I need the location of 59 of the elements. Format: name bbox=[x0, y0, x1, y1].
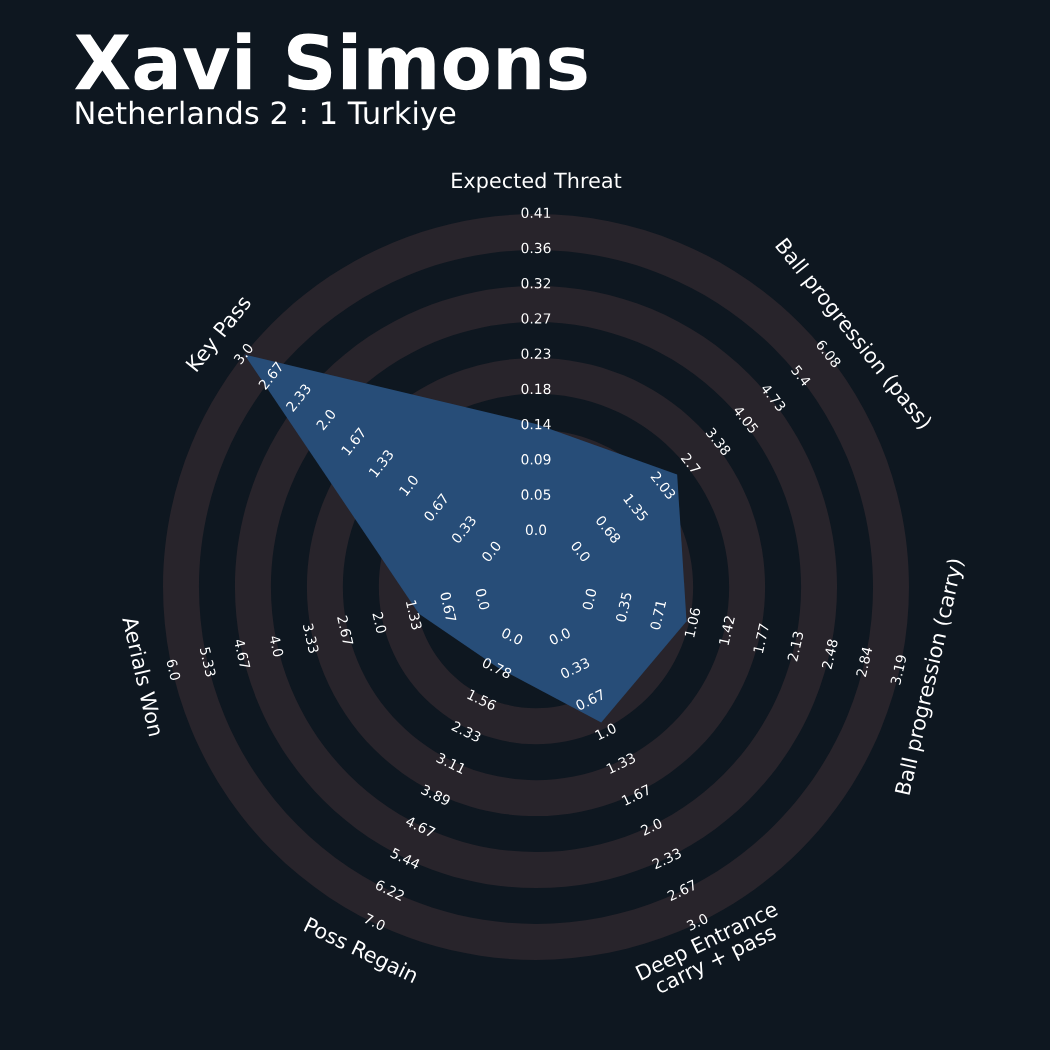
text: 2.67 bbox=[666, 879, 698, 902]
text: 2.84 bbox=[855, 646, 873, 678]
text: 4.67 bbox=[404, 815, 436, 838]
text: 1.67 bbox=[621, 784, 652, 806]
text: 5.33 bbox=[199, 646, 217, 678]
spoke-label: Aerials Won bbox=[121, 615, 165, 737]
text: 1.0 bbox=[398, 474, 420, 497]
text: 0.18 bbox=[521, 383, 551, 395]
text: 2.0 bbox=[315, 408, 337, 431]
text: 1.42 bbox=[718, 615, 735, 646]
text: 3.11 bbox=[435, 752, 467, 775]
text: 3.0 bbox=[233, 342, 254, 365]
text: 3.89 bbox=[420, 784, 452, 807]
text: 0.23 bbox=[521, 348, 551, 359]
text: 5.44 bbox=[390, 847, 421, 870]
text: 0.41 bbox=[521, 207, 551, 219]
text: 6.0 bbox=[166, 658, 181, 681]
text: 2.67 bbox=[336, 615, 354, 646]
text: 0.09 bbox=[521, 454, 551, 465]
text: 0.0 bbox=[570, 540, 592, 563]
text: 7.0 bbox=[363, 912, 387, 932]
text: 2.0 bbox=[372, 611, 387, 634]
chart-subtitle: Netherlands 2 : 1 Turkiye bbox=[76, 100, 456, 131]
text: 2.13 bbox=[787, 631, 804, 662]
text: 2.33 bbox=[651, 847, 682, 870]
text: 0.0 bbox=[548, 627, 572, 646]
text: 1.06 bbox=[684, 607, 701, 638]
text: 1.33 bbox=[405, 600, 423, 631]
text: 0.35 bbox=[615, 591, 632, 623]
text: 1.77 bbox=[753, 623, 770, 654]
text: 0.27 bbox=[521, 313, 551, 324]
text: 1.33 bbox=[606, 752, 637, 775]
text: 0.67 bbox=[439, 591, 457, 623]
text: 0.33 bbox=[559, 657, 591, 680]
text: 0.78 bbox=[481, 657, 513, 680]
text: 4.0 bbox=[269, 634, 284, 658]
text: 1.56 bbox=[466, 689, 498, 711]
text: 0.14 bbox=[521, 418, 551, 430]
text: 1.0 bbox=[594, 722, 617, 741]
text: 0.0 bbox=[475, 588, 491, 611]
text: 4.67 bbox=[233, 638, 251, 670]
text: 2.48 bbox=[821, 638, 839, 670]
text: 0.36 bbox=[521, 242, 551, 254]
text: 0.05 bbox=[521, 489, 551, 500]
text: 0.67 bbox=[574, 688, 606, 711]
text: 2.7 bbox=[680, 452, 702, 475]
text: 0.71 bbox=[649, 599, 667, 631]
text: 0.0 bbox=[500, 627, 524, 646]
text: 0.0 bbox=[525, 524, 547, 536]
text: 3.33 bbox=[302, 623, 320, 654]
chart-title: Xavi Simons bbox=[74, 32, 587, 91]
text: 6.22 bbox=[374, 879, 405, 902]
spoke-label: Expected Threat bbox=[452, 172, 622, 193]
text: 0.0 bbox=[480, 540, 502, 563]
text: 2.33 bbox=[451, 720, 482, 743]
text: 0.0 bbox=[581, 588, 597, 611]
text: 3.19 bbox=[890, 654, 907, 685]
text: 2.0 bbox=[640, 817, 663, 836]
text: 0.32 bbox=[521, 277, 551, 289]
